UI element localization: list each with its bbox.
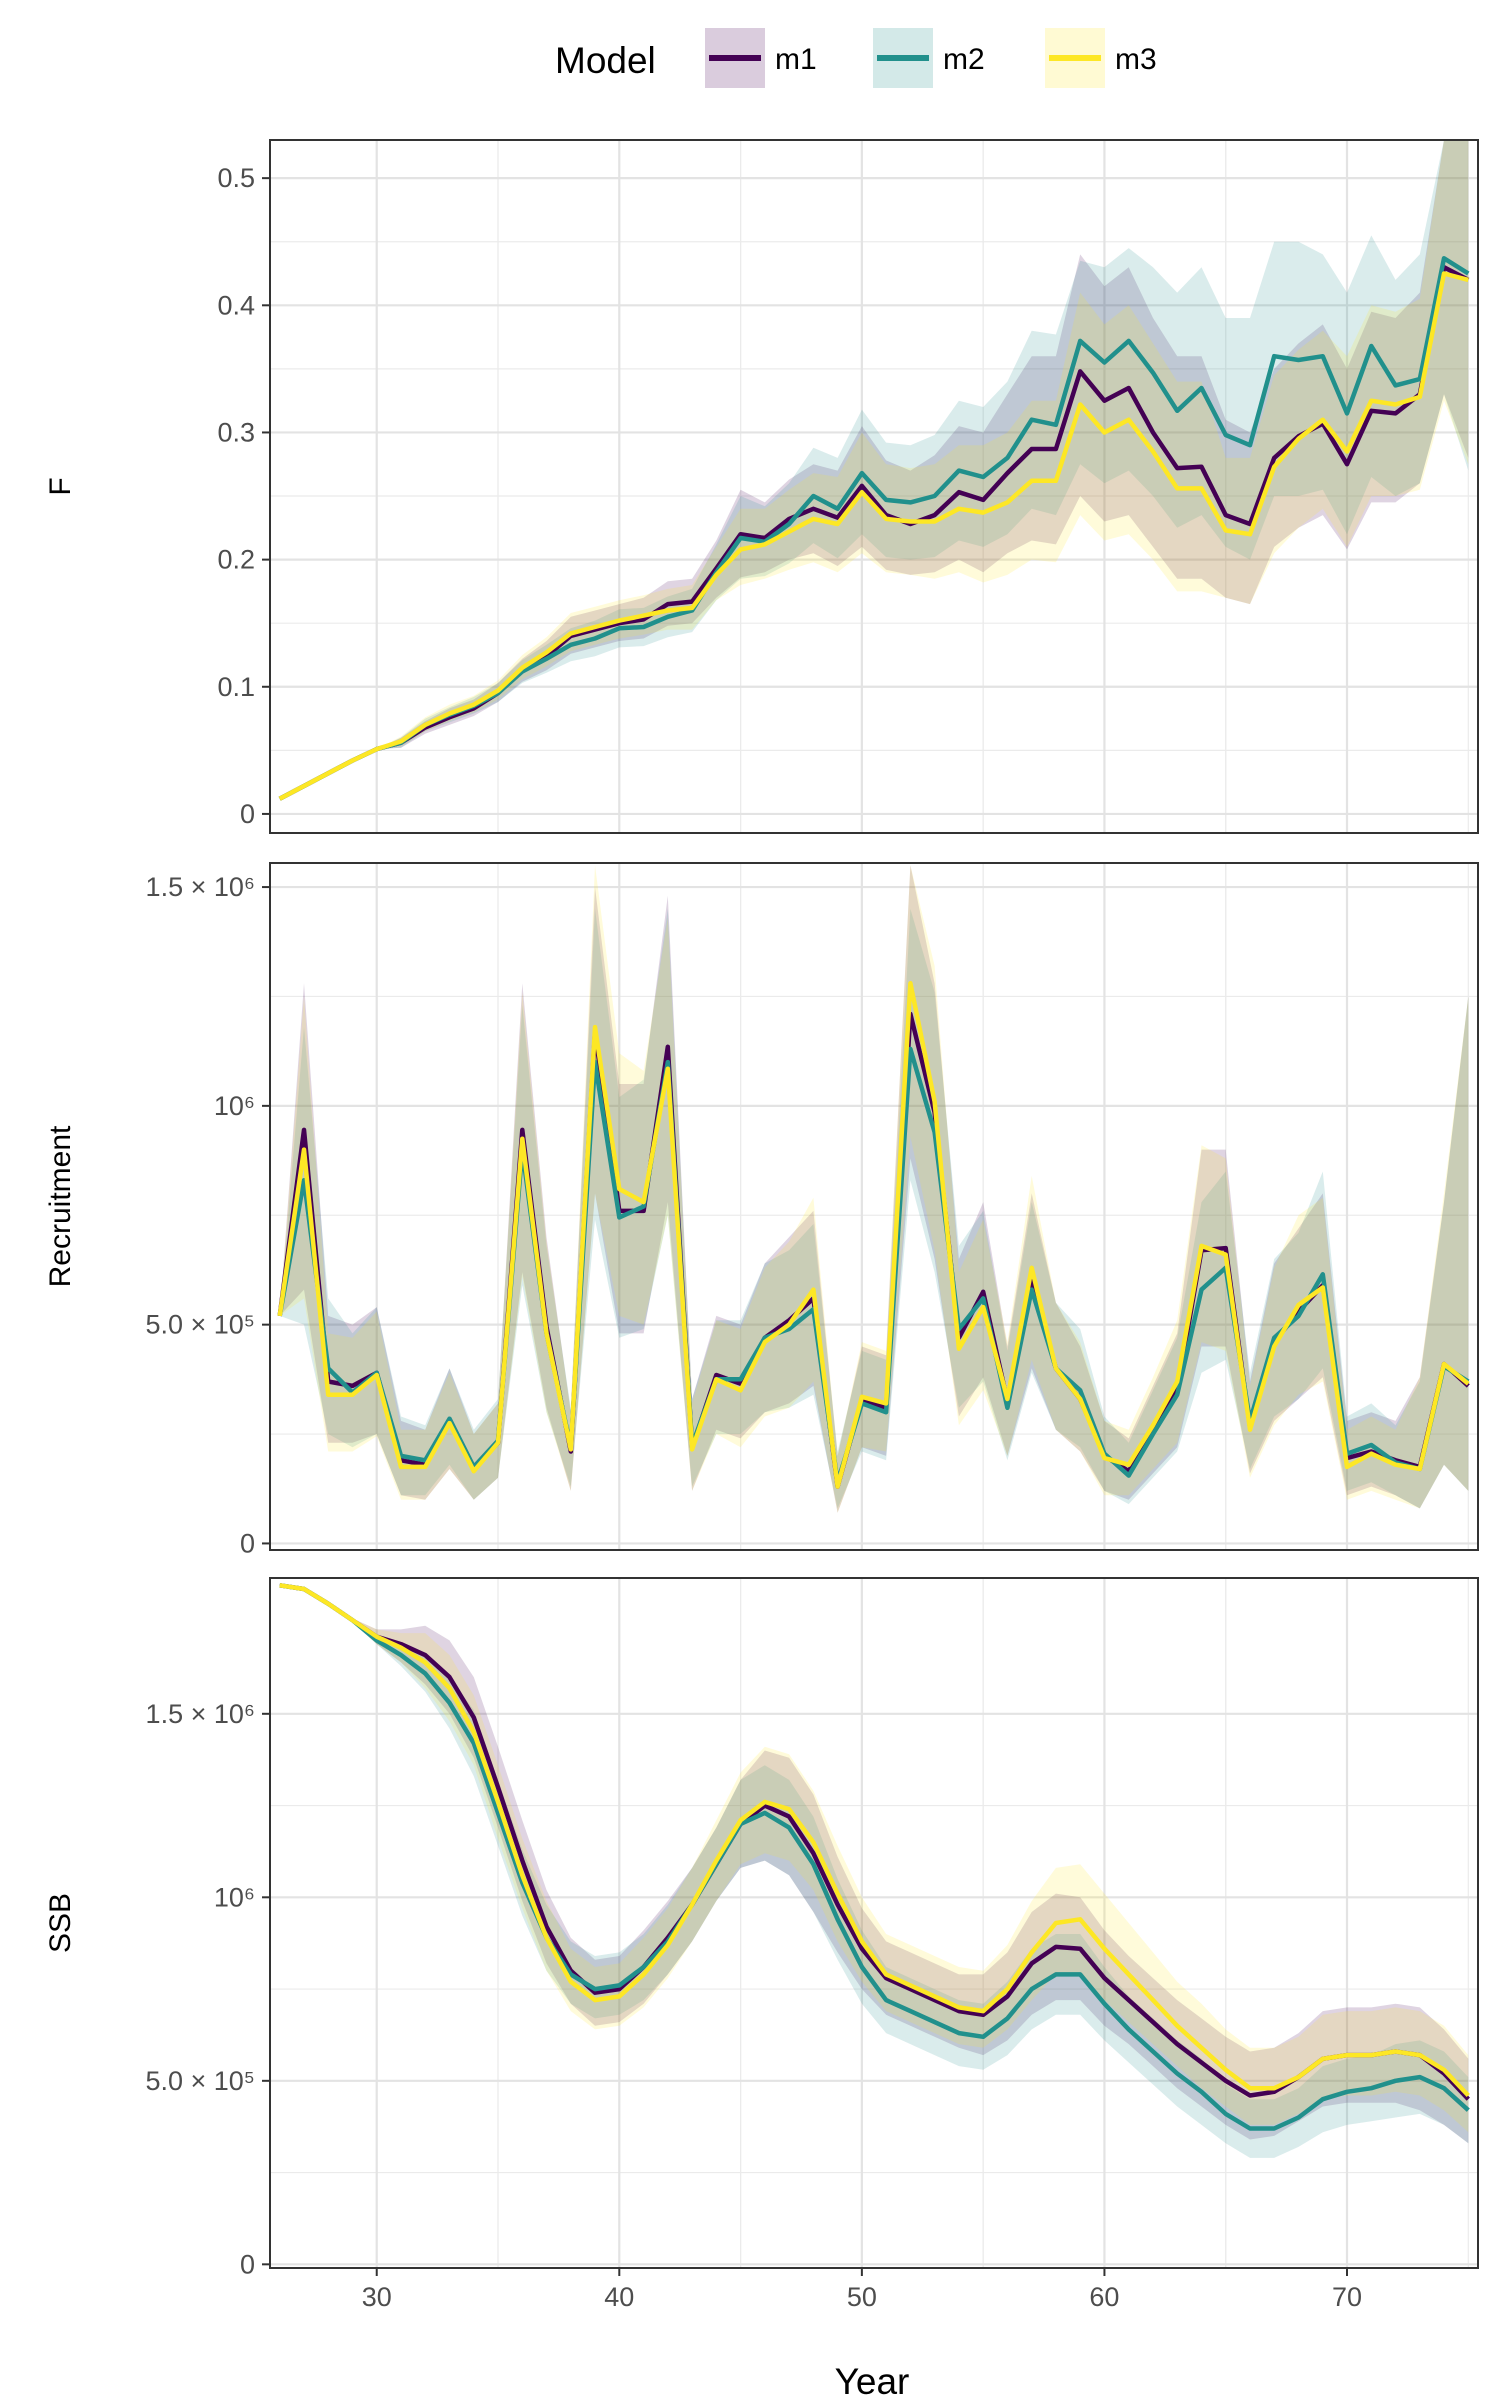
x-tick-label: 70 — [1332, 2282, 1362, 2312]
legend-item-m1: m1 — [705, 28, 817, 88]
x-tick-label: 60 — [1089, 2282, 1119, 2312]
series-line-m3 — [277, 981, 1470, 1489]
panel-ssb-grid — [270, 1578, 1478, 2268]
y-tick-label: 0.5 — [217, 163, 255, 193]
panel-ssb-y-axis-label: SSB — [44, 1893, 77, 1953]
y-tick-label: 0 — [240, 2249, 255, 2279]
y-tick-label: 5.0 × 10⁵ — [145, 2066, 255, 2096]
y-tick-label: 0 — [240, 1528, 255, 1558]
y-tick-label: 1.5 × 10⁶ — [146, 872, 255, 902]
panel-ssb-data — [279, 1583, 1470, 2158]
y-tick-label: 5.0 × 10⁵ — [145, 1310, 255, 1340]
ribbon-m1 — [279, 1585, 1469, 2144]
x-axis: 30 40 50 60 70 — [362, 2268, 1362, 2312]
panel-recruitment-grid — [270, 863, 1478, 1550]
y-tick-label: 1.5 × 10⁶ — [146, 1699, 255, 1729]
x-tick-label: 40 — [604, 2282, 634, 2312]
panel-f-y-axis: 0 0.1 0.2 0.3 0.4 0.5 — [217, 163, 270, 829]
x-tick-label: 30 — [362, 2282, 392, 2312]
y-tick-label: 0.3 — [217, 417, 255, 447]
panel-recruitment: 0 5.0 × 10⁵ 10⁶ 1.5 × 10⁶ Recruitment — [44, 862, 1479, 1558]
panels: 0 0.1 0.2 0.3 0.4 0.5 F 0 5.0 × 10⁵ 10⁶ 1.5 × 10⁶ R… — [44, 139, 1479, 2312]
series-line-m1 — [279, 1583, 1470, 2101]
legend-label-m2: m2 — [943, 43, 985, 76]
y-tick-label: 0.1 — [217, 672, 255, 702]
y-tick-label: 0 — [240, 799, 255, 829]
y-tick-label: 10⁶ — [214, 1091, 255, 1121]
legend-label-m1: m1 — [775, 43, 817, 76]
legend-title: Model — [555, 40, 656, 81]
panel-f-border — [269, 139, 1479, 834]
legend-item-m3: m3 — [1045, 28, 1157, 88]
panel-ssb-border — [269, 1577, 1479, 2269]
legend-label-m3: m3 — [1115, 43, 1157, 76]
series-line-m2 — [279, 1583, 1470, 2131]
y-tick-label: 0.4 — [217, 290, 255, 320]
panel-ssb-background — [270, 1578, 1478, 2268]
panel-recruitment-border — [269, 862, 1479, 1551]
legend-item-m2: m2 — [873, 28, 985, 88]
ribbon-m3 — [279, 1585, 1469, 2133]
series-line-m3 — [278, 271, 1469, 801]
x-axis-label: Year — [835, 2361, 910, 2400]
legend: Model m1 m2 m3 — [555, 28, 1157, 88]
panel-ssb: 0 5.0 × 10⁵ 10⁶ 1.5 × 10⁶ SSB 30 40 50 60 70 — [44, 1577, 1479, 2312]
series-line-m2 — [277, 1046, 1470, 1485]
y-tick-label: 0.2 — [217, 545, 255, 575]
panel-recruitment-background — [270, 863, 1478, 1550]
x-tick-label: 50 — [847, 2282, 877, 2312]
series-line-m3 — [279, 1583, 1470, 2098]
panel-f-grid — [270, 140, 1478, 833]
y-tick-label: 10⁶ — [214, 1882, 255, 1912]
panel-ssb-y-axis: 0 5.0 × 10⁵ 10⁶ 1.5 × 10⁶ — [145, 1699, 270, 2279]
panel-f: 0 0.1 0.2 0.3 0.4 0.5 F — [44, 139, 1479, 834]
panel-f-data — [278, 140, 1470, 801]
panel-recruitment-y-axis-label: Recruitment — [44, 1125, 77, 1287]
panel-f-y-axis-label: F — [44, 477, 77, 495]
panel-recruitment-y-axis: 0 5.0 × 10⁵ 10⁶ 1.5 × 10⁶ — [145, 872, 270, 1558]
panel-recruitment-data — [277, 865, 1470, 1513]
